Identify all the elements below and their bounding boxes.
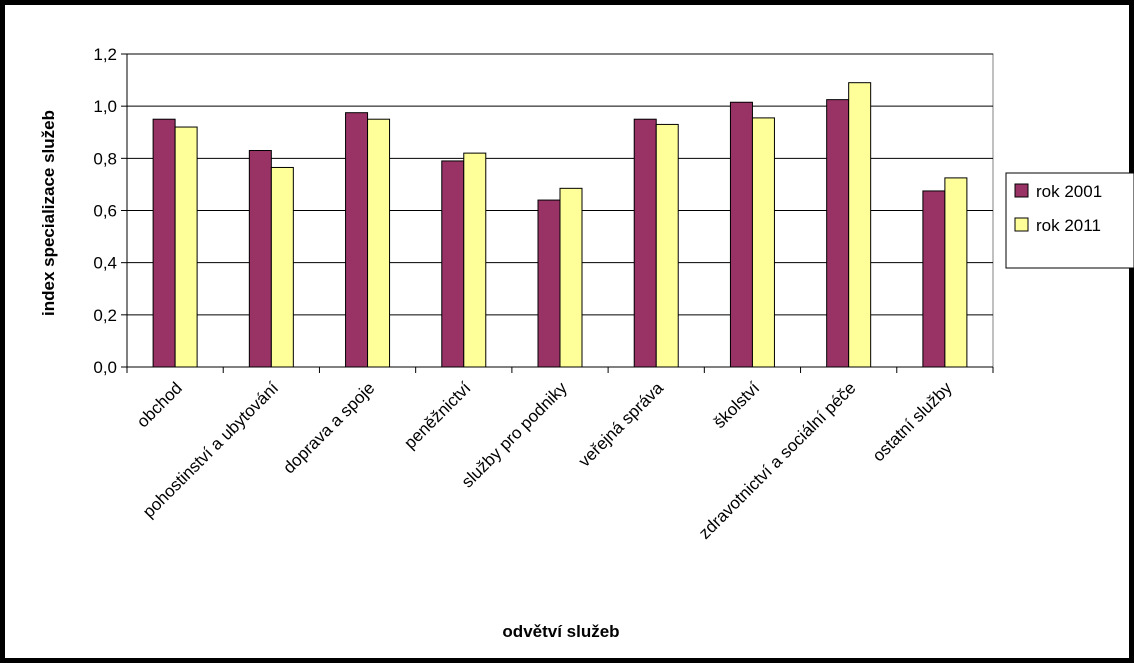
- bar-rok-2011-0: [174, 126, 198, 368]
- x-tick-label: obchod: [133, 378, 186, 431]
- x-tick-label: zdravotnictví a sociální péče: [695, 378, 859, 542]
- y-tick-label: 1,2: [93, 45, 117, 64]
- y-tick-label: 0,2: [93, 306, 117, 325]
- legend-swatch-rok-2011: [1014, 217, 1029, 232]
- bar-rok-2011-3: [463, 152, 487, 368]
- x-tick-label: veřejná správa: [575, 378, 668, 471]
- axes: [121, 53, 994, 373]
- x-tick-label: peněžnictví: [400, 378, 474, 452]
- y-tick-label: 0,8: [93, 149, 117, 168]
- x-tick-label: školství: [710, 378, 764, 432]
- bar-rok-2011-6: [751, 117, 775, 368]
- bar-rok-2011-2: [367, 118, 391, 368]
- bar-rok-2001-5: [633, 118, 657, 368]
- bar-rok-2001-0: [152, 118, 176, 368]
- bar-rok-2011-8: [944, 177, 968, 368]
- bar-rok-2011-1: [270, 166, 294, 368]
- legend: rok 2001 rok 2011: [1005, 172, 1134, 269]
- x-tick-label: doprava a spoje: [279, 378, 378, 477]
- bar-rok-2001-8: [922, 190, 946, 368]
- legend-swatch-rok-2001: [1014, 183, 1029, 198]
- x-axis-title: odvětví služeb: [502, 622, 619, 641]
- y-axis-title: index specializace služeb: [39, 110, 58, 316]
- y-tick-label: 1,0: [93, 97, 117, 116]
- bar-rok-2001-1: [248, 150, 272, 368]
- legend-label-rok-2011: rok 2011: [1036, 216, 1101, 235]
- bar-rok-2011-7: [848, 82, 872, 368]
- bar-rok-2001-6: [729, 101, 753, 368]
- x-tick-label: služby pro podniky: [458, 378, 571, 491]
- bar-rok-2011-4: [559, 187, 583, 368]
- y-tick-labels: 0,0 0,2 0,4 0,6 0,8 1,0 1,2: [93, 45, 117, 377]
- y-tick-label: 0,0: [93, 358, 117, 377]
- x-tick-label: ostatní služby: [869, 378, 956, 465]
- bar-rok-2001-4: [537, 199, 561, 368]
- legend-label-rok-2001: rok 2001: [1036, 182, 1102, 201]
- y-tick-label: 0,4: [93, 254, 117, 273]
- y-tick-label: 0,6: [93, 202, 117, 221]
- bars: [152, 82, 968, 368]
- bar-rok-2001-3: [441, 160, 465, 368]
- bar-rok-2001-7: [826, 99, 850, 368]
- bar-rok-2011-5: [655, 123, 679, 368]
- bar-rok-2001-2: [345, 112, 369, 368]
